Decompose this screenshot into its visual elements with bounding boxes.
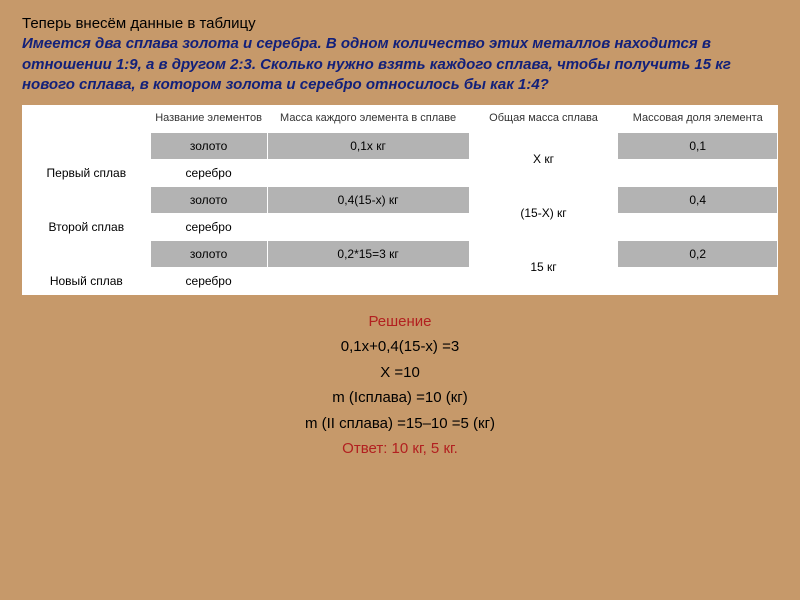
h-col1 xyxy=(23,106,151,133)
alloy2-fraction: 0,4 xyxy=(618,186,778,213)
alloy2-gold-mass: 0,4(15-х) кг xyxy=(267,186,469,213)
problem-text: Имеется два сплава золота и серебра. В о… xyxy=(22,35,731,93)
alloy1-gold-mass: 0,1х кг xyxy=(267,132,469,159)
alloy2-label: Второй сплав xyxy=(23,186,151,240)
alloy3-silver-frac xyxy=(618,267,778,294)
alloy1-silver: серебро xyxy=(150,159,267,186)
h-col2: Название элементов xyxy=(150,106,267,133)
alloy3-gold-row: Новый сплав золото 0,2*15=3 кг 15 кг 0,2 xyxy=(23,240,778,267)
alloy3-total: 15 кг xyxy=(469,240,618,294)
alloy1-silver-mass xyxy=(267,159,469,186)
alloy2-silver-frac xyxy=(618,213,778,240)
alloy3-label: Новый сплав xyxy=(23,240,151,294)
alloy1-gold-row: Первый сплав золото 0,1х кг Х кг 0,1 xyxy=(23,132,778,159)
alloy2-gold: золото xyxy=(150,186,267,213)
alloy2-total: (15-Х) кг xyxy=(469,186,618,240)
alloy3-silver-mass xyxy=(267,267,469,294)
solution-m1: m (Iсплава) =10 (кг) xyxy=(22,385,778,411)
alloy-table: Название элементов Масса каждого элемент… xyxy=(22,105,778,295)
alloy3-fraction: 0,2 xyxy=(618,240,778,267)
alloy3-gold: золото xyxy=(150,240,267,267)
alloy1-total: Х кг xyxy=(469,132,618,186)
alloy1-label: Первый сплав xyxy=(23,132,151,186)
alloy1-gold: золото xyxy=(150,132,267,159)
solution-block: Решение 0,1х+0,4(15-х) =3 Х =10 m (Iспла… xyxy=(22,309,778,462)
solution-m2: m (II сплава) =15–10 =5 (кг) xyxy=(22,411,778,437)
header-row: Название элементов Масса каждого элемент… xyxy=(23,106,778,133)
solution-x: Х =10 xyxy=(22,360,778,386)
alloy1-silver-frac xyxy=(618,159,778,186)
alloy2-silver-mass xyxy=(267,213,469,240)
intro-text: Теперь внесём данные в таблицу xyxy=(22,15,256,32)
solution-answer: Ответ: 10 кг, 5 кг. xyxy=(22,436,778,462)
solution-eq: 0,1х+0,4(15-х) =3 xyxy=(22,334,778,360)
alloy2-silver: серебро xyxy=(150,213,267,240)
alloy2-gold-row: Второй сплав золото 0,4(15-х) кг (15-Х) … xyxy=(23,186,778,213)
solution-title: Решение xyxy=(22,309,778,335)
alloy3-gold-mass: 0,2*15=3 кг xyxy=(267,240,469,267)
h-col5: Массовая доля элемента xyxy=(618,106,778,133)
h-col4: Общая масса сплава xyxy=(469,106,618,133)
alloy1-fraction: 0,1 xyxy=(618,132,778,159)
title-block: Теперь внесём данные в таблицу Имеется д… xyxy=(22,14,778,95)
alloy3-silver: серебро xyxy=(150,267,267,294)
h-col3: Масса каждого элемента в сплаве xyxy=(267,106,469,133)
